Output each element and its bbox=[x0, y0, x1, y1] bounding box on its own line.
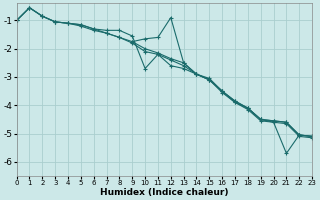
X-axis label: Humidex (Indice chaleur): Humidex (Indice chaleur) bbox=[100, 188, 228, 197]
